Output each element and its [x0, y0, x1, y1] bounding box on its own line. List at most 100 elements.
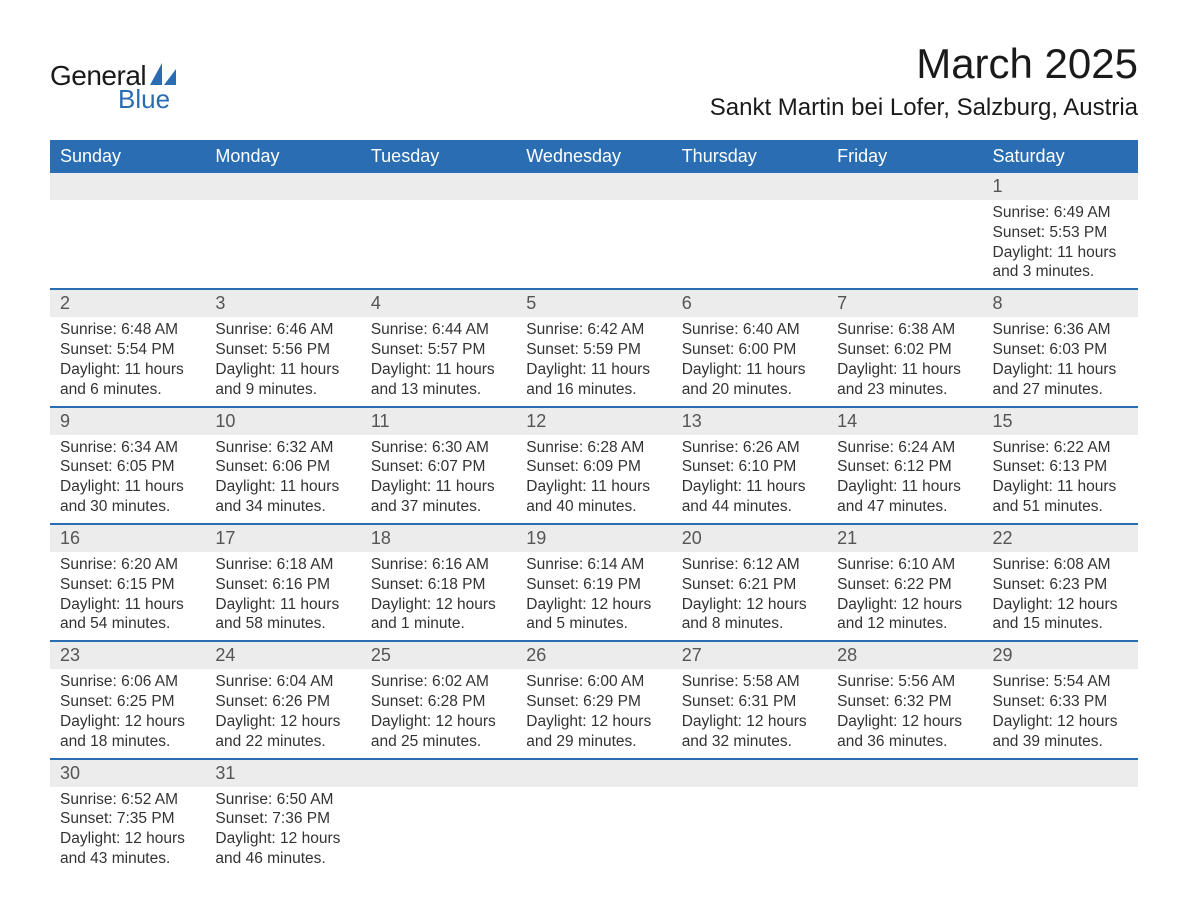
day-number-cell: 16 — [50, 524, 205, 552]
day-data-cell — [361, 787, 516, 875]
day-info-line: and 12 minutes. — [837, 614, 972, 634]
day-info-line: Sunrise: 6:02 AM — [371, 672, 506, 692]
day-number-cell — [827, 173, 982, 200]
day-info-line: and 1 minute. — [371, 614, 506, 634]
day-info-line: and 46 minutes. — [215, 849, 350, 869]
day-number-cell: 31 — [205, 759, 360, 787]
day-info-line: Daylight: 12 hours — [60, 712, 195, 732]
day-info-line: and 8 minutes. — [682, 614, 817, 634]
day-data-row: Sunrise: 6:06 AMSunset: 6:25 PMDaylight:… — [50, 669, 1138, 758]
day-number-cell — [361, 759, 516, 787]
weekday-header: Thursday — [672, 140, 827, 173]
day-info-line: Daylight: 12 hours — [371, 595, 506, 615]
day-info-line: Daylight: 11 hours — [215, 360, 350, 380]
day-number-cell: 3 — [205, 289, 360, 317]
day-info-line: Daylight: 11 hours — [993, 243, 1128, 263]
weekday-header: Friday — [827, 140, 982, 173]
day-info-line: Sunset: 5:54 PM — [60, 340, 195, 360]
day-number-cell: 7 — [827, 289, 982, 317]
day-info-line: Sunrise: 6:18 AM — [215, 555, 350, 575]
day-number-cell: 19 — [516, 524, 671, 552]
day-info-line: Daylight: 11 hours — [60, 595, 195, 615]
day-info-line: Sunset: 6:13 PM — [993, 457, 1128, 477]
day-data-cell: Sunrise: 6:18 AMSunset: 6:16 PMDaylight:… — [205, 552, 360, 641]
brand-line2: Blue — [118, 84, 178, 115]
day-info-line: and 5 minutes. — [526, 614, 661, 634]
day-number-cell: 22 — [983, 524, 1138, 552]
day-info-line: Sunset: 6:28 PM — [371, 692, 506, 712]
day-number-cell: 20 — [672, 524, 827, 552]
day-info-line: Sunset: 6:22 PM — [837, 575, 972, 595]
day-info-line: Sunset: 6:09 PM — [526, 457, 661, 477]
day-info-line: Sunset: 6:23 PM — [993, 575, 1128, 595]
day-data-cell: Sunrise: 6:44 AMSunset: 5:57 PMDaylight:… — [361, 317, 516, 406]
day-info-line: and 44 minutes. — [682, 497, 817, 517]
day-data-cell: Sunrise: 6:28 AMSunset: 6:09 PMDaylight:… — [516, 435, 671, 524]
day-number-cell — [827, 759, 982, 787]
day-info-line: Sunset: 6:32 PM — [837, 692, 972, 712]
day-info-line: Sunset: 5:56 PM — [215, 340, 350, 360]
day-data-row: Sunrise: 6:48 AMSunset: 5:54 PMDaylight:… — [50, 317, 1138, 406]
day-data-cell: Sunrise: 6:26 AMSunset: 6:10 PMDaylight:… — [672, 435, 827, 524]
weekday-header: Tuesday — [361, 140, 516, 173]
day-info-line: Sunset: 6:19 PM — [526, 575, 661, 595]
day-info-line: Daylight: 11 hours — [837, 477, 972, 497]
day-info-line: Daylight: 12 hours — [215, 829, 350, 849]
day-number-cell — [205, 173, 360, 200]
day-number-cell — [983, 759, 1138, 787]
day-info-line: Sunrise: 6:16 AM — [371, 555, 506, 575]
day-number-cell: 13 — [672, 407, 827, 435]
day-info-line: Sunset: 6:12 PM — [837, 457, 972, 477]
day-info-line: Daylight: 12 hours — [526, 595, 661, 615]
day-info-line: Daylight: 12 hours — [993, 595, 1128, 615]
day-number-cell: 5 — [516, 289, 671, 317]
weekday-header: Wednesday — [516, 140, 671, 173]
location-subtitle: Sankt Martin bei Lofer, Salzburg, Austri… — [710, 94, 1138, 122]
day-info-line: Sunset: 5:53 PM — [993, 223, 1128, 243]
day-data-cell — [516, 787, 671, 875]
day-data-cell: Sunrise: 6:12 AMSunset: 6:21 PMDaylight:… — [672, 552, 827, 641]
day-number-row: 1 — [50, 173, 1138, 200]
day-number-cell: 12 — [516, 407, 671, 435]
day-number-cell: 15 — [983, 407, 1138, 435]
day-info-line: Daylight: 12 hours — [682, 712, 817, 732]
day-info-line: Sunset: 7:35 PM — [60, 809, 195, 829]
weekday-header: Monday — [205, 140, 360, 173]
day-info-line: and 20 minutes. — [682, 380, 817, 400]
day-info-line: and 40 minutes. — [526, 497, 661, 517]
day-info-line: Daylight: 11 hours — [215, 477, 350, 497]
day-number-row: 3031 — [50, 759, 1138, 787]
day-info-line: Sunset: 6:10 PM — [682, 457, 817, 477]
day-info-line: Sunrise: 6:38 AM — [837, 320, 972, 340]
page-header: General Blue March 2025 Sankt Martin bei… — [50, 40, 1138, 122]
day-number-cell: 9 — [50, 407, 205, 435]
day-info-line: Daylight: 11 hours — [993, 477, 1128, 497]
day-info-line: Daylight: 11 hours — [371, 360, 506, 380]
day-data-cell: Sunrise: 6:02 AMSunset: 6:28 PMDaylight:… — [361, 669, 516, 758]
day-info-line: Sunrise: 6:12 AM — [682, 555, 817, 575]
day-info-line: Sunset: 6:26 PM — [215, 692, 350, 712]
day-data-cell: Sunrise: 5:54 AMSunset: 6:33 PMDaylight:… — [983, 669, 1138, 758]
day-number-cell: 4 — [361, 289, 516, 317]
day-data-cell: Sunrise: 5:58 AMSunset: 6:31 PMDaylight:… — [672, 669, 827, 758]
month-title: March 2025 — [710, 40, 1138, 88]
day-info-line: Sunset: 6:16 PM — [215, 575, 350, 595]
day-info-line: Daylight: 11 hours — [215, 595, 350, 615]
day-info-line: Daylight: 11 hours — [993, 360, 1128, 380]
day-data-cell: Sunrise: 6:42 AMSunset: 5:59 PMDaylight:… — [516, 317, 671, 406]
day-info-line: Sunset: 7:36 PM — [215, 809, 350, 829]
day-info-line: Sunset: 6:21 PM — [682, 575, 817, 595]
day-info-line: and 16 minutes. — [526, 380, 661, 400]
day-data-cell: Sunrise: 6:36 AMSunset: 6:03 PMDaylight:… — [983, 317, 1138, 406]
day-data-cell — [983, 787, 1138, 875]
day-info-line: Sunrise: 6:28 AM — [526, 438, 661, 458]
day-info-line: Sunrise: 6:04 AM — [215, 672, 350, 692]
day-info-line: Daylight: 12 hours — [837, 712, 972, 732]
day-data-row: Sunrise: 6:52 AMSunset: 7:35 PMDaylight:… — [50, 787, 1138, 875]
weekday-header: Saturday — [983, 140, 1138, 173]
day-data-cell: Sunrise: 6:38 AMSunset: 6:02 PMDaylight:… — [827, 317, 982, 406]
day-info-line: Sunset: 6:00 PM — [682, 340, 817, 360]
day-number-row: 2345678 — [50, 289, 1138, 317]
title-block: March 2025 Sankt Martin bei Lofer, Salzb… — [710, 40, 1138, 122]
day-data-cell — [205, 200, 360, 289]
